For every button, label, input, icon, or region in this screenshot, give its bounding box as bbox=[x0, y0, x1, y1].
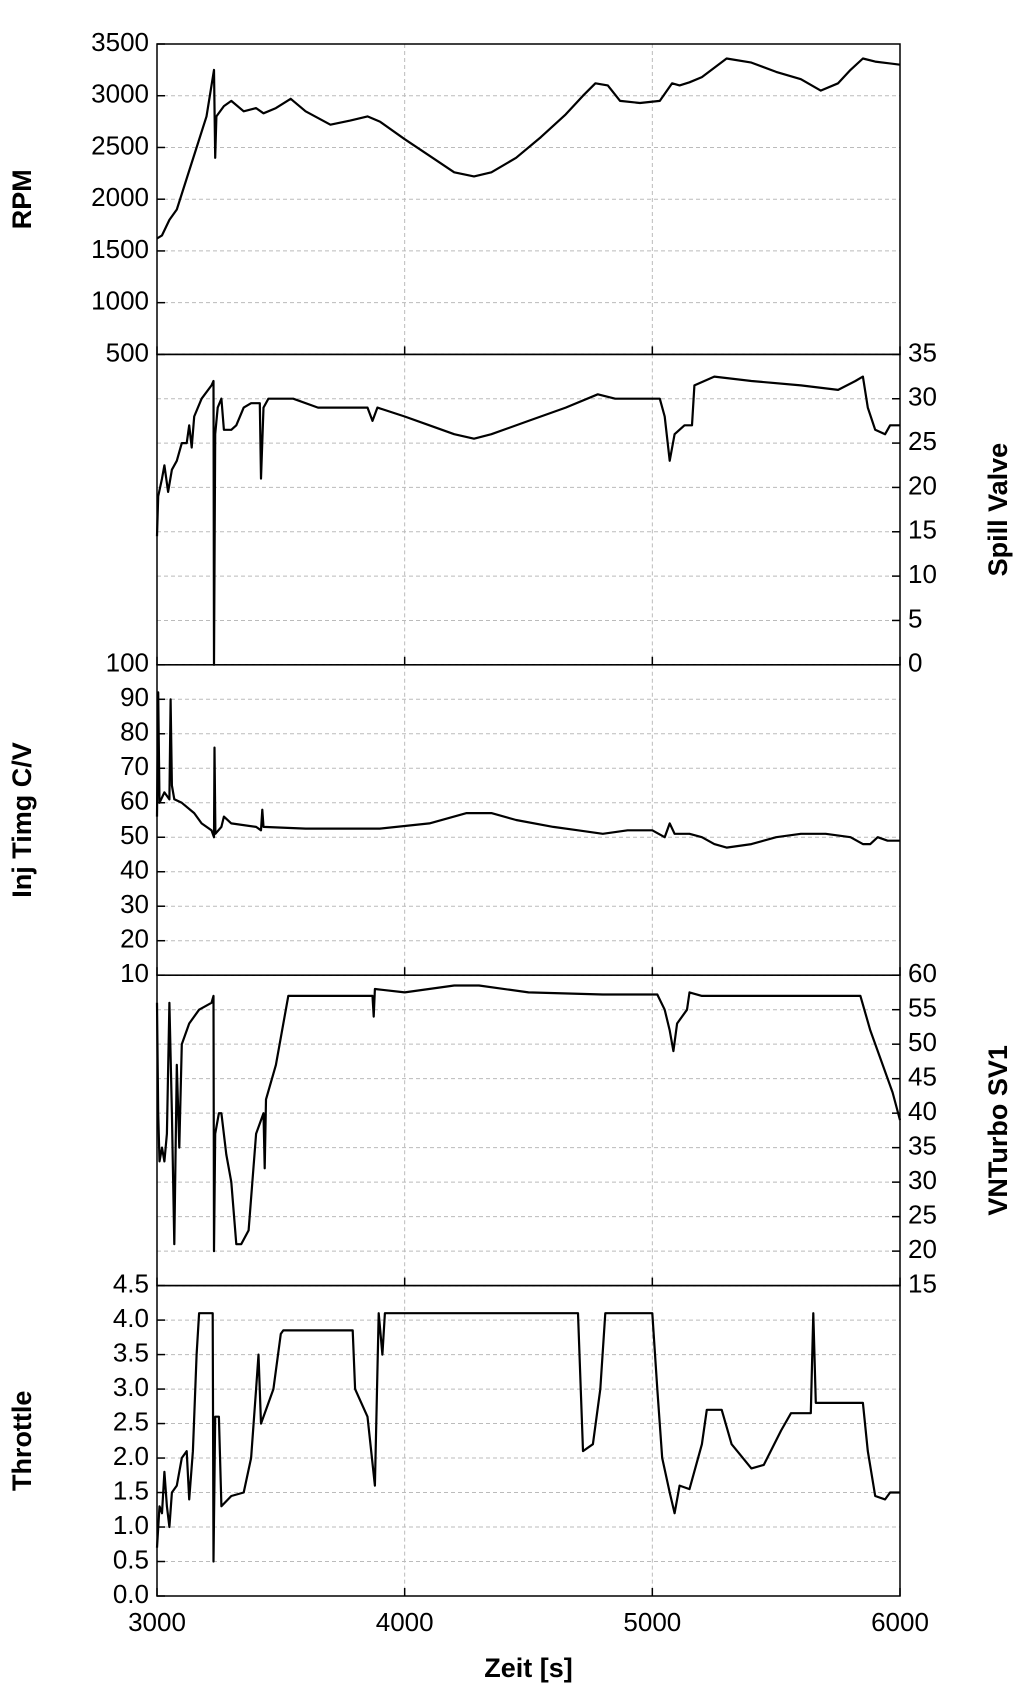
y-tick-label: 20 bbox=[120, 924, 149, 954]
y-tick-label: 10 bbox=[120, 958, 149, 988]
y-tick-label: 4.0 bbox=[113, 1303, 149, 1333]
y-tick-label: 1.0 bbox=[113, 1510, 149, 1540]
y-tick-label: 3.0 bbox=[113, 1372, 149, 1402]
y-tick-label: 55 bbox=[908, 993, 937, 1023]
y-tick-label: 20 bbox=[908, 1234, 937, 1264]
y-tick-label: 2.0 bbox=[113, 1441, 149, 1471]
y-tick-label: 35 bbox=[908, 1131, 937, 1161]
plot-frame bbox=[156, 1284, 901, 1597]
x-tick-label: 6000 bbox=[871, 1607, 929, 1637]
y-tick-label: 3000 bbox=[91, 79, 149, 109]
y-tick-label: 25 bbox=[908, 1199, 937, 1229]
data-line bbox=[155, 984, 902, 1253]
y-tick-label: 1000 bbox=[91, 286, 149, 316]
data-line bbox=[156, 57, 901, 240]
y-tick-label: 80 bbox=[120, 717, 149, 747]
y-axis-label: Inj Timg C/V bbox=[7, 742, 37, 898]
y-tick-label: 1.5 bbox=[113, 1475, 149, 1505]
y-tick-label: 30 bbox=[120, 889, 149, 919]
y-tick-label: 0.0 bbox=[113, 1579, 149, 1609]
y-tick-label: 3500 bbox=[91, 27, 149, 57]
y-tick-label: 5 bbox=[908, 603, 922, 633]
plot-frame bbox=[156, 974, 901, 1287]
y-tick-label: 40 bbox=[908, 1096, 937, 1126]
y-tick-label: 500 bbox=[106, 337, 149, 367]
y-tick-label: 60 bbox=[908, 958, 937, 988]
data-line bbox=[155, 691, 900, 849]
y-tick-label: 2000 bbox=[91, 182, 149, 212]
y-axis-label: VNTurbo SV1 bbox=[983, 1045, 1013, 1216]
y-tick-label: 2.5 bbox=[113, 1406, 149, 1436]
y-tick-label: 15 bbox=[908, 515, 937, 545]
y-tick-label: 4.5 bbox=[113, 1268, 149, 1298]
data-line bbox=[155, 375, 900, 666]
x-tick-label: 5000 bbox=[623, 1607, 681, 1637]
y-tick-label: 40 bbox=[120, 855, 149, 885]
plot-frame bbox=[156, 353, 901, 666]
y-tick-label: 15 bbox=[908, 1268, 937, 1298]
y-axis-label: RPM bbox=[7, 169, 37, 229]
data-line bbox=[155, 1312, 900, 1563]
y-axis-label: Throttle bbox=[7, 1391, 37, 1492]
x-tick-label: 3000 bbox=[128, 1607, 186, 1637]
y-tick-label: 60 bbox=[120, 786, 149, 816]
y-tick-label: 50 bbox=[908, 1027, 937, 1057]
y-tick-label: 30 bbox=[908, 382, 937, 412]
y-tick-label: 20 bbox=[908, 470, 937, 500]
y-tick-label: 2500 bbox=[91, 130, 149, 160]
y-tick-label: 70 bbox=[120, 751, 149, 781]
y-tick-label: 0 bbox=[908, 648, 922, 678]
y-tick-label: 0.5 bbox=[113, 1544, 149, 1574]
y-tick-label: 10 bbox=[908, 559, 937, 589]
y-axis-label: Spill Valve bbox=[983, 443, 1013, 577]
y-tick-label: 25 bbox=[908, 426, 937, 456]
x-axis-label: Zeit [s] bbox=[484, 1653, 573, 1683]
y-tick-label: 45 bbox=[908, 1062, 937, 1092]
y-tick-label: 100 bbox=[106, 648, 149, 678]
y-tick-label: 30 bbox=[908, 1165, 937, 1195]
y-tick-label: 90 bbox=[120, 682, 149, 712]
y-tick-label: 35 bbox=[908, 337, 937, 367]
plot-frame bbox=[156, 664, 901, 976]
y-tick-label: 50 bbox=[120, 820, 149, 850]
y-tick-label: 3.5 bbox=[113, 1337, 149, 1367]
x-tick-label: 4000 bbox=[376, 1607, 434, 1637]
y-tick-label: 1500 bbox=[91, 234, 149, 264]
